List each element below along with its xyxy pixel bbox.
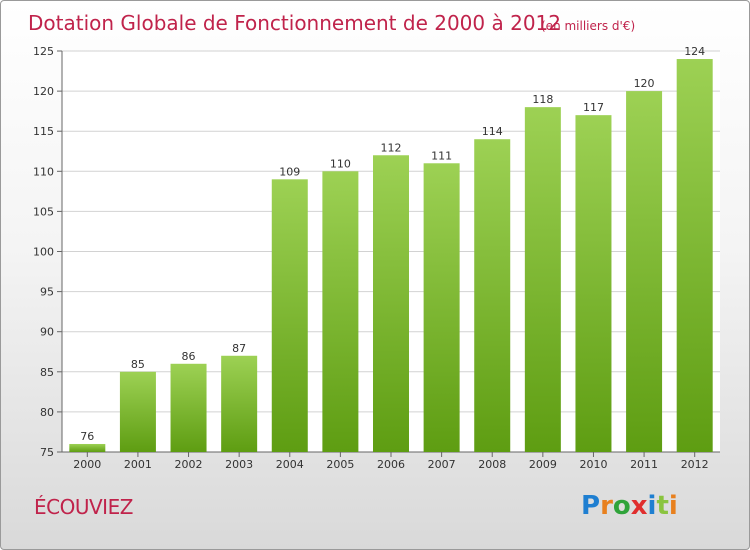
bar-value-label: 114	[482, 125, 503, 138]
bar	[575, 115, 612, 452]
bar	[373, 155, 409, 452]
bar	[170, 363, 207, 452]
x-tick-label: 2003	[225, 458, 253, 471]
bar	[474, 139, 511, 452]
x-tick-label: 2004	[276, 458, 304, 471]
bar	[524, 107, 561, 452]
y-tick-label: 75	[40, 446, 54, 459]
bar-value-label: 112	[381, 141, 402, 154]
bar-value-label: 85	[131, 358, 145, 371]
chart-unit: (en milliers d'€)	[541, 19, 635, 33]
y-tick-label: 90	[40, 326, 54, 339]
x-tick-label: 2002	[175, 458, 203, 471]
bar-value-label: 87	[232, 342, 246, 355]
x-tick-label: 2007	[428, 458, 456, 471]
x-tick-label: 2001	[124, 458, 152, 471]
y-tick-label: 110	[33, 165, 54, 178]
y-tick-label: 105	[33, 205, 54, 218]
y-tick-label: 85	[40, 366, 54, 379]
bar-value-label: 124	[684, 45, 705, 58]
bar-value-label: 111	[431, 149, 452, 162]
y-tick-label: 115	[33, 125, 54, 138]
x-tick-label: 2006	[377, 458, 405, 471]
location-name: ÉCOUVIEZ	[34, 495, 133, 519]
bar-value-label: 109	[279, 165, 300, 178]
y-tick-label: 100	[33, 246, 54, 259]
bar	[271, 179, 308, 452]
bar	[676, 59, 713, 453]
bar	[119, 371, 156, 452]
bar-value-label: 120	[634, 77, 655, 90]
bar	[423, 163, 460, 452]
y-tick-label: 95	[40, 286, 54, 299]
bar	[221, 355, 258, 452]
bar	[626, 91, 663, 452]
x-tick-label: 2010	[579, 458, 607, 471]
bar-value-label: 86	[182, 350, 196, 363]
y-tick-label: 120	[33, 85, 54, 98]
y-tick-label: 125	[33, 45, 54, 58]
x-tick-label: 2008	[478, 458, 506, 471]
bar-value-label: 110	[330, 157, 351, 170]
x-tick-label: 2011	[630, 458, 658, 471]
bar	[322, 171, 359, 453]
bar	[69, 443, 106, 452]
y-tick-label: 80	[40, 406, 54, 419]
plot-area: 75 80 85 90 95 100 105 110 115 120 125 76 2000 85 2001…	[33, 45, 720, 471]
x-tick-label: 2000	[73, 458, 101, 471]
x-tick-label: 2005	[326, 458, 354, 471]
bar-value-label: 118	[532, 93, 553, 106]
proxiti-logo: Proxiti	[581, 491, 678, 521]
bar-value-label: 117	[583, 101, 604, 114]
x-tick-label: 2009	[529, 458, 557, 471]
chart-title: Dotation Globale de Fonctionnement de 20…	[28, 11, 561, 35]
bar-value-label: 76	[80, 430, 94, 443]
x-tick-label: 2012	[681, 458, 709, 471]
